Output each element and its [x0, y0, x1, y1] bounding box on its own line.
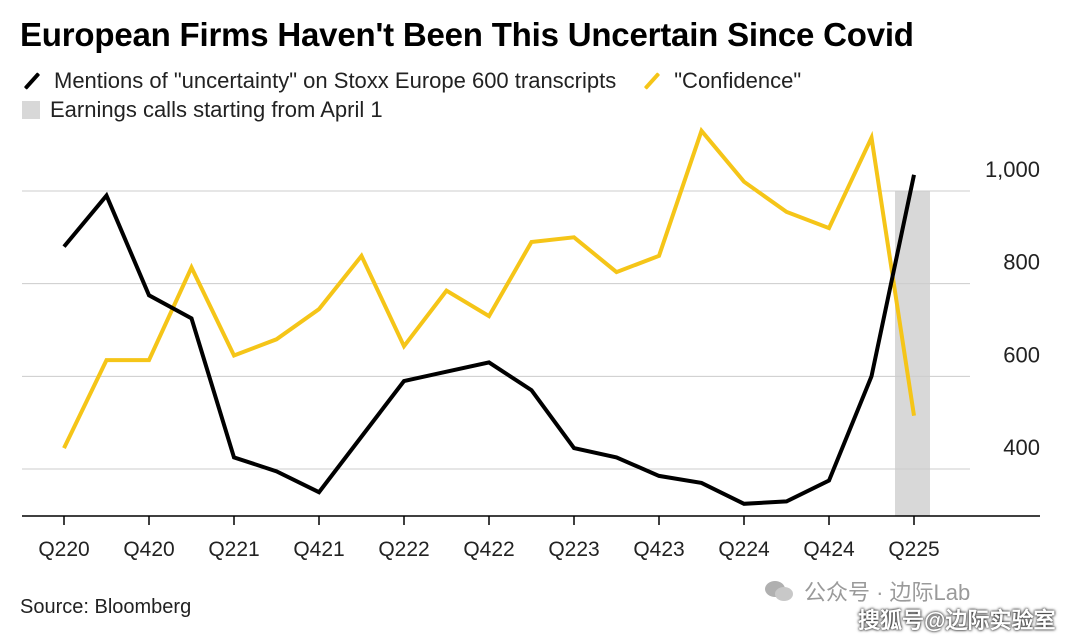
- x-tick-label: Q423: [633, 538, 684, 561]
- x-tick-label: Q224: [718, 538, 770, 561]
- source-note: Source: Bloomberg: [20, 596, 192, 618]
- x-tick-label: Q421: [293, 538, 344, 561]
- x-tick-label: Q225: [888, 538, 939, 561]
- watermark-top-text: 公众号 · 边际Lab: [804, 580, 971, 605]
- uncertainty-line: [62, 174, 916, 506]
- x-tick-label: Q420: [123, 538, 174, 561]
- x-tick-label: Q223: [548, 538, 599, 561]
- uncertainty-legend-label: Mentions of "uncertainty" on Stoxx Europ…: [54, 68, 617, 93]
- confidence-line: [62, 126, 916, 449]
- watermark-wechat: 公众号 · 边际Lab: [764, 575, 970, 607]
- y-tick-label: 600: [1003, 342, 1040, 367]
- x-tick-label: Q220: [38, 538, 89, 561]
- shade-legend-swatch: [22, 101, 40, 119]
- y-tick-label: 400: [1003, 435, 1040, 460]
- chart-title: European Firms Haven't Been This Uncerta…: [20, 16, 914, 53]
- y-tick-label: 800: [1003, 250, 1040, 275]
- x-tick-label: Q424: [803, 538, 855, 561]
- legend-row-2: Earnings calls starting from April 1: [22, 97, 383, 123]
- legend-row-1: Mentions of "uncertainty" on Stoxx Europ…: [22, 68, 801, 94]
- x-tick-label: Q221: [208, 538, 259, 561]
- shade-legend-label: Earnings calls starting from April 1: [50, 97, 383, 122]
- x-tick-label: Q422: [463, 538, 514, 561]
- y-tick-label: 1,000: [985, 157, 1040, 182]
- watermark-sohu: 搜狐号@边际实验室: [858, 608, 1056, 633]
- x-tick-label: Q222: [378, 538, 429, 561]
- confidence-legend-label: "Confidence": [674, 68, 802, 93]
- wechat-icon: [764, 580, 794, 602]
